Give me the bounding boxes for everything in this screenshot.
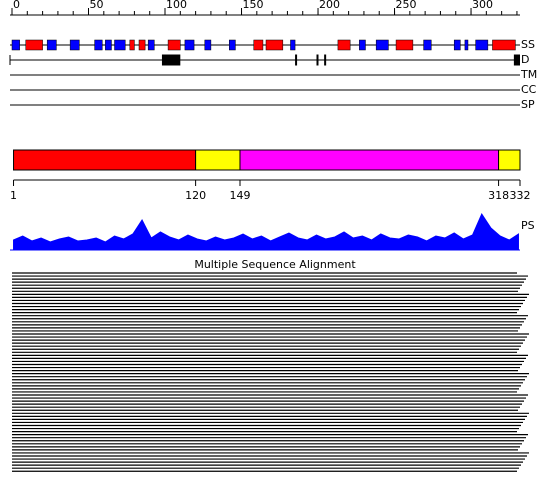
feature-segment <box>253 39 264 51</box>
ruler-tick-label: 250 <box>396 0 417 11</box>
feature-segment <box>423 39 432 51</box>
feature-segment <box>69 39 80 51</box>
feature-segment <box>316 54 319 66</box>
domain-tick-label: 318 <box>488 189 509 202</box>
ps-label: PS <box>521 219 535 232</box>
domain-segment <box>195 149 241 171</box>
ruler-tick-label: 0 <box>13 0 20 11</box>
track-label: SS <box>521 38 535 51</box>
domain-tick-label: 332 <box>510 189 531 202</box>
msa-title: Multiple Sequence Alignment <box>194 258 356 271</box>
feature-segment <box>265 39 284 51</box>
feature-segment <box>167 39 181 51</box>
ruler-tick-label: 200 <box>319 0 340 11</box>
ruler-tick-label: 150 <box>243 0 264 11</box>
feature-segment <box>184 39 195 51</box>
domain-segment <box>13 149 197 171</box>
feature-segment <box>359 39 366 51</box>
feature-segment <box>94 39 103 51</box>
feature-segment <box>11 39 20 51</box>
feature-segment <box>290 39 296 51</box>
domain-tick-label: 149 <box>229 189 250 202</box>
feature-segment <box>464 39 469 51</box>
domain-tick-label: 1 <box>10 189 17 202</box>
feature-segment <box>229 39 236 51</box>
feature-segment <box>105 39 112 51</box>
track-label: D <box>521 53 529 66</box>
feature-segment <box>25 39 43 51</box>
feature-segment <box>46 39 57 51</box>
ps-area <box>13 212 519 251</box>
feature-segment <box>453 39 461 51</box>
feature-segment <box>204 39 212 51</box>
feature-segment <box>161 54 181 66</box>
feature-segment <box>337 39 351 51</box>
feature-segment <box>129 39 135 51</box>
feature-segment <box>138 39 146 51</box>
feature-segment <box>492 39 516 51</box>
feature-segment <box>513 54 520 66</box>
feature-segment <box>475 39 489 51</box>
feature-segment <box>395 39 414 51</box>
ruler-tick-label: 100 <box>166 0 187 11</box>
track-label: CC <box>521 83 537 96</box>
feature-segment <box>295 54 298 66</box>
ruler-tick-label: 50 <box>90 0 104 11</box>
domain-segment <box>498 149 521 171</box>
feature-segment <box>324 54 327 66</box>
track-label: TM <box>520 68 537 81</box>
feature-segment <box>147 39 155 51</box>
domain-segment <box>239 149 500 171</box>
feature-segment <box>375 39 389 51</box>
domain-tick-label: 120 <box>185 189 206 202</box>
feature-segment <box>114 39 126 51</box>
track-label: SP <box>521 98 535 111</box>
ruler-tick-label: 300 <box>472 0 493 11</box>
